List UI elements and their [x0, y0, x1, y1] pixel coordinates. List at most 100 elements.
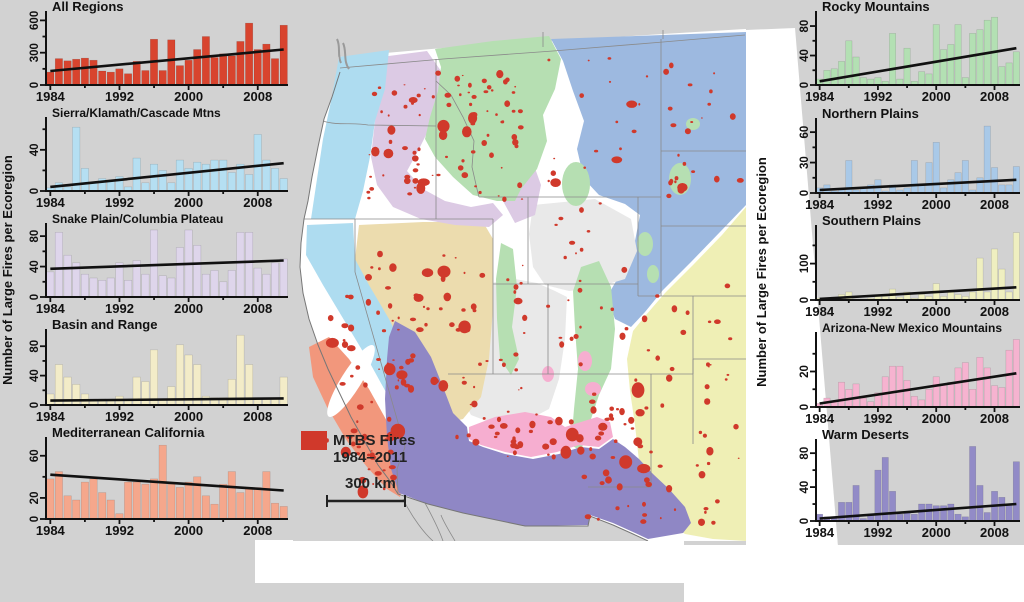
fire-patch [461, 380, 467, 385]
fire-patch [637, 386, 640, 390]
fire-patch [387, 125, 396, 135]
region-columbia-plateau [371, 51, 503, 227]
fire-patch [506, 278, 510, 282]
bar-1996 [150, 478, 158, 520]
fire-patch [496, 416, 502, 423]
x-tick-label: 2000 [174, 523, 203, 538]
x-tick-label: 2000 [922, 89, 951, 104]
fire-patch [341, 323, 349, 329]
region-pink-patch-3 [585, 382, 601, 396]
fire-patch [371, 91, 378, 97]
bar-2000 [184, 354, 193, 406]
fire-patch [385, 286, 391, 290]
bar-1996 [903, 512, 911, 522]
fire-patch [388, 139, 393, 144]
bar-1999 [175, 344, 184, 406]
fire-patch [549, 438, 557, 446]
fire-patch [358, 476, 367, 484]
scale-bar [326, 495, 406, 507]
fire-patch [485, 360, 489, 362]
y-tick-label: 0 [29, 516, 41, 522]
fire-patch [347, 345, 356, 352]
bar-1995 [896, 365, 904, 408]
fire-patch [488, 424, 495, 429]
fire-patch [461, 159, 465, 163]
bar-1990 [98, 280, 107, 298]
region-bighorns [562, 162, 590, 206]
bar-1998 [918, 71, 926, 86]
fire-patch [578, 362, 583, 367]
bar-2002 [947, 503, 955, 522]
fire-patch [598, 422, 608, 431]
fire-patch [489, 152, 494, 158]
fire-patch [657, 464, 663, 468]
fire-patch [736, 178, 744, 183]
fire-patch [445, 155, 448, 159]
x-tick-label: 2000 [174, 89, 203, 104]
fire-patch [711, 520, 716, 525]
bar-2007 [245, 487, 254, 520]
bar-2011 [279, 506, 288, 520]
fire-patch [408, 97, 418, 104]
fire-patch [407, 385, 415, 393]
fire-patch [504, 100, 511, 107]
fire-patch [423, 88, 426, 90]
x-tick-label: 2008 [980, 304, 1009, 319]
fire-patch [515, 427, 521, 434]
x-tick-label: 1992 [105, 409, 134, 424]
bar-1997 [910, 160, 918, 194]
fire-patch [499, 423, 508, 429]
fire-patch [340, 446, 351, 458]
fire-patch [355, 365, 361, 370]
fire-patch [521, 264, 524, 267]
fire-patch [325, 337, 339, 348]
fire-patch [466, 433, 471, 438]
fire-patch [621, 266, 628, 273]
bar-1985 [54, 364, 63, 406]
bar-1987 [72, 384, 81, 406]
fire-patch [341, 341, 349, 348]
bar-1999 [925, 503, 933, 522]
chart-all-regions: 0 300 600 1984 1992 2000 2008 All Regions [0, 0, 292, 106]
bar-2006 [976, 357, 984, 408]
fire-patch [481, 140, 487, 146]
fire-patch [616, 483, 623, 491]
fire-patch [685, 310, 690, 316]
fire-patch [382, 469, 386, 472]
fire-patch [642, 501, 646, 507]
background-white-bottom-right [684, 545, 1024, 602]
fire-patch [418, 113, 421, 117]
chart-title: Northern Plains [822, 106, 919, 121]
x-tick-label: 1984 [805, 89, 835, 104]
chart-svg: 0 20 60 1984 1992 2000 2008 Mediterranean Calif… [29, 425, 288, 538]
bar-1995 [141, 483, 150, 520]
fire-patch [438, 380, 449, 392]
fire-patch [479, 272, 486, 278]
background-white-bottom [255, 540, 684, 583]
y-tick-label: 40 [799, 481, 811, 494]
fire-patch [462, 376, 465, 379]
bar-2008 [253, 267, 262, 298]
y-tick-label: 40 [799, 49, 811, 62]
x-tick-label: 2008 [243, 301, 272, 316]
fire-patch [703, 507, 709, 511]
fire-patch [416, 93, 421, 98]
bar-2010 [271, 168, 279, 192]
right-y-axis-label: Number of Large Fires per Ecoregion [754, 157, 769, 387]
region-northern-plains [551, 32, 746, 327]
fire-patch [623, 423, 627, 426]
fire-patch [413, 186, 417, 189]
trend-line [50, 48, 284, 73]
fire-patch [709, 364, 712, 366]
legend-title: MTBS Fires [333, 432, 416, 449]
fire-patch [669, 366, 675, 372]
fire-patch [376, 358, 381, 361]
fire-patch [659, 517, 662, 520]
fire-patch [560, 445, 572, 459]
bar-1995 [141, 381, 150, 406]
fire-patch [438, 130, 448, 141]
fire-patch [365, 274, 372, 281]
fire-patch [701, 117, 703, 119]
bar-2000 [932, 505, 940, 522]
fire-patch [386, 431, 395, 442]
